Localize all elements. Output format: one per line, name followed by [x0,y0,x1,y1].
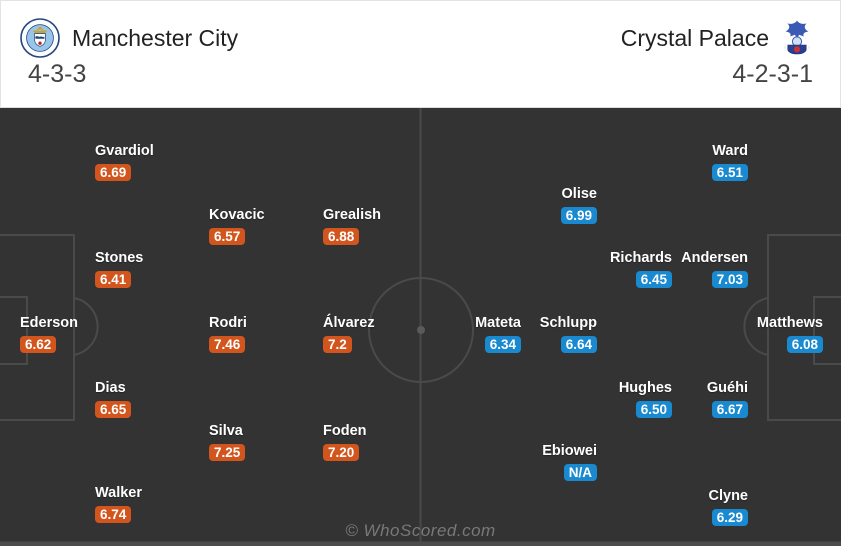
player-name: Clyne [708,488,749,504]
player-name: Stones [95,250,144,266]
player-gvardiol[interactable]: Gvardiol 6.69 [95,143,154,181]
player-hughes[interactable]: Hughes 6.50 [619,380,672,418]
player-name: Foden [323,423,367,439]
pitch-markings-icon [0,108,841,546]
player-rating: 7.46 [209,336,246,353]
player-richards[interactable]: Richards 6.45 [610,250,672,288]
player-rating: 7.20 [323,444,360,461]
player-name: Rodri [209,315,247,331]
player-name: Matthews [756,315,823,331]
away-team-name[interactable]: Crystal Palace [620,24,769,51]
player-matthews[interactable]: Matthews 6.08 [757,315,823,353]
player-rating: N/A [563,464,597,481]
player-schlupp[interactable]: Schlupp 6.64 [540,315,597,353]
player-rating: 6.08 [786,336,823,353]
player-mateta[interactable]: Mateta 6.34 [475,315,521,353]
player-rating: 6.74 [95,506,132,523]
player-rating: 6.45 [635,271,672,288]
player-rating: 6.41 [95,271,132,288]
player-name: Álvarez [323,315,375,331]
player-name: Schlupp [539,315,597,331]
player-rating: 6.50 [635,401,672,418]
player-ebiowei[interactable]: Ebiowei N/A [542,443,597,481]
away-team: Crystal Palace [621,18,817,58]
player-rating: 6.88 [323,228,360,245]
player-rating: 6.62 [20,336,57,353]
player-olise[interactable]: Olise 6.99 [560,186,597,224]
player-rating: 6.34 [484,336,521,353]
player-rating: 6.51 [711,164,748,181]
player-name: Guéhi [706,380,748,396]
player-rating: 7.03 [711,271,748,288]
player-walker[interactable]: Walker 6.74 [95,485,142,523]
player-name: Grealish [323,207,382,223]
player-name: Ebiowei [542,443,597,459]
player-name: Andersen [681,250,748,266]
player-guehi[interactable]: Guéhi 6.67 [707,380,748,418]
player-rating: 6.69 [95,164,132,181]
player-dias[interactable]: Dias 6.65 [95,380,132,418]
player-rating: 7.25 [209,444,246,461]
home-formation: 4-3-3 [28,60,87,88]
whoscored-watermark: © WhoScored.com [345,521,496,540]
player-rating: 6.57 [209,228,246,245]
pitch [0,108,841,546]
player-name: Mateta [475,315,521,331]
player-alvarez[interactable]: Álvarez 7.2 [323,315,375,353]
player-name: Hughes [618,380,672,396]
player-rating: 6.29 [711,509,748,526]
player-foden[interactable]: Foden 7.20 [323,423,367,461]
player-name: Ward [712,143,748,159]
manchester-city-badge-icon[interactable] [20,18,60,58]
home-team: Manchester City [20,18,238,58]
player-name: Silva [209,423,243,439]
player-name: Kovacic [209,207,265,223]
player-ederson[interactable]: Ederson 6.62 [20,315,78,353]
player-name: Richards [609,250,672,266]
crystal-palace-badge-icon[interactable] [777,18,817,58]
player-name: Olise [561,186,597,202]
away-formation: 4-2-3-1 [732,60,813,88]
player-stones[interactable]: Stones 6.41 [95,250,143,288]
player-andersen[interactable]: Andersen 7.03 [681,250,748,288]
player-name: Dias [95,380,126,396]
player-rating: 7.2 [323,336,352,353]
player-rating: 6.65 [95,401,132,418]
player-name: Ederson [20,315,79,331]
player-name: Gvardiol [95,143,154,159]
player-silva[interactable]: Silva 7.25 [209,423,246,461]
lineup-header: Manchester City Crystal Palace 4-3-3 4-2… [0,0,841,108]
home-team-name[interactable]: Manchester City [72,24,239,51]
player-ward[interactable]: Ward 6.51 [711,143,748,181]
player-clyne[interactable]: Clyne 6.29 [708,488,749,526]
player-rating: 6.67 [711,401,748,418]
player-kovacic[interactable]: Kovacic 6.57 [209,207,265,245]
player-grealish[interactable]: Grealish 6.88 [323,207,381,245]
player-name: Walker [95,485,143,501]
player-rating: 6.64 [560,336,597,353]
player-rating: 6.99 [560,207,597,224]
player-rodri[interactable]: Rodri 7.46 [209,315,247,353]
